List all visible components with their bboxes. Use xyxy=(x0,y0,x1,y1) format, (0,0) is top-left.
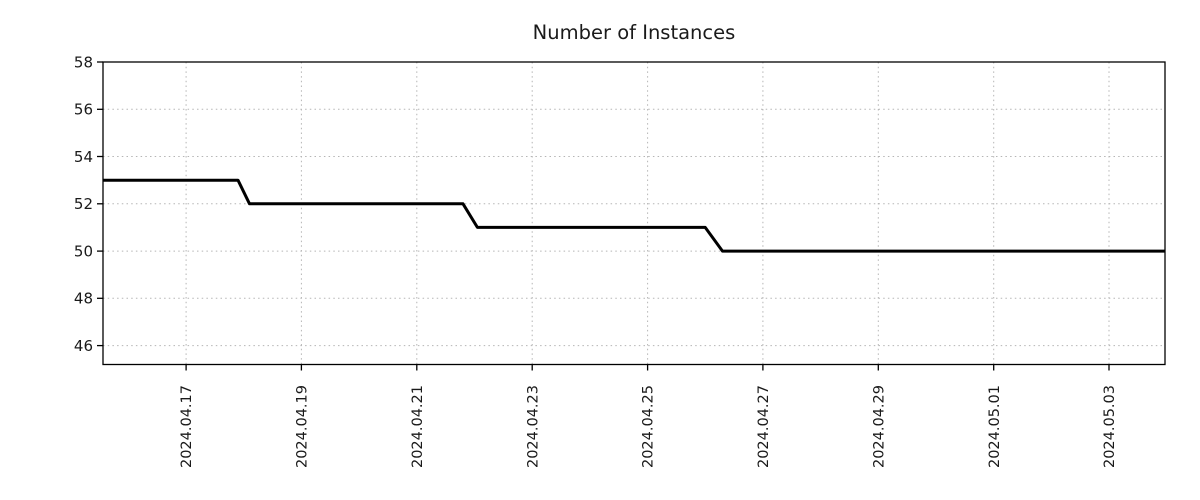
chart-title: Number of Instances xyxy=(533,21,736,44)
plot-border xyxy=(102,61,1166,366)
x-tick-label: 2024.04.21 xyxy=(410,385,426,468)
y-tick-label: 52 xyxy=(74,195,93,213)
x-tick-label: 2024.05.03 xyxy=(1102,385,1118,468)
x-tick-label: 2024.04.17 xyxy=(179,385,195,468)
x-tick-label: 2024.04.19 xyxy=(294,385,310,468)
x-tick-label: 2024.04.27 xyxy=(756,385,772,468)
x-tick-label: 2024.05.01 xyxy=(987,385,1003,468)
x-tick-label: 2024.04.23 xyxy=(525,385,541,468)
x-tick-label: 2024.04.29 xyxy=(871,385,887,468)
x-tick-label: 2024.04.25 xyxy=(641,385,657,468)
y-tick-label: 48 xyxy=(74,290,93,308)
y-tick-label: 54 xyxy=(74,148,93,166)
y-tick-label: 56 xyxy=(74,101,93,119)
y-tick-label: 46 xyxy=(74,337,93,355)
series-line xyxy=(103,178,1165,253)
y-tick-label: 58 xyxy=(74,53,93,71)
plot-area: 46 48 50 52 54 56 58 2024.04.17 2024.04.19 2024.0… xyxy=(74,53,1166,468)
y-tick-label: 50 xyxy=(74,242,93,260)
